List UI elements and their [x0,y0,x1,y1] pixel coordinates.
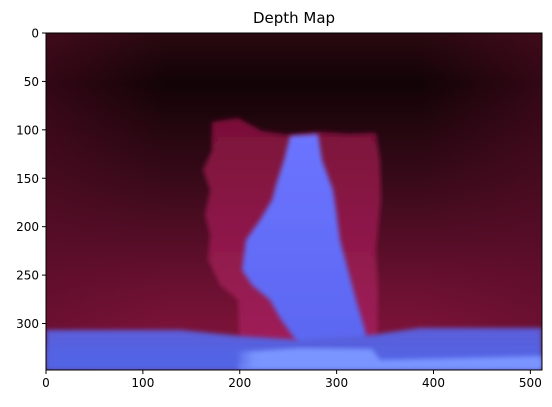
y-tick-label: 150 [16,172,39,186]
x-tick-label: 100 [131,376,154,390]
x-axis-ticks: 0 100 200 300 400 500 [42,370,542,390]
depth-central-figure [242,134,368,358]
y-tick-label: 200 [16,220,39,234]
y-tick-label: 250 [16,269,39,283]
x-tick-label: 300 [325,376,348,390]
y-tick-label: 50 [24,75,39,89]
y-tick-label: 0 [31,27,39,41]
y-tick-label: 300 [16,317,39,331]
x-tick-label: 0 [42,376,50,390]
x-tick-label: 200 [228,376,251,390]
depth-floor-base [238,348,542,370]
depth-image [46,33,542,370]
y-axis-ticks: 0 50 100 150 200 250 300 [16,27,46,331]
x-tick-label: 400 [422,376,445,390]
depth-floor-left [46,345,246,370]
chart-title: Depth Map [253,9,335,27]
y-tick-label: 100 [16,123,39,137]
plot-frame [45,32,543,371]
depth-right-wall [420,33,542,370]
x-tick-label: 500 [519,376,542,390]
depth-left-wall [46,33,166,370]
